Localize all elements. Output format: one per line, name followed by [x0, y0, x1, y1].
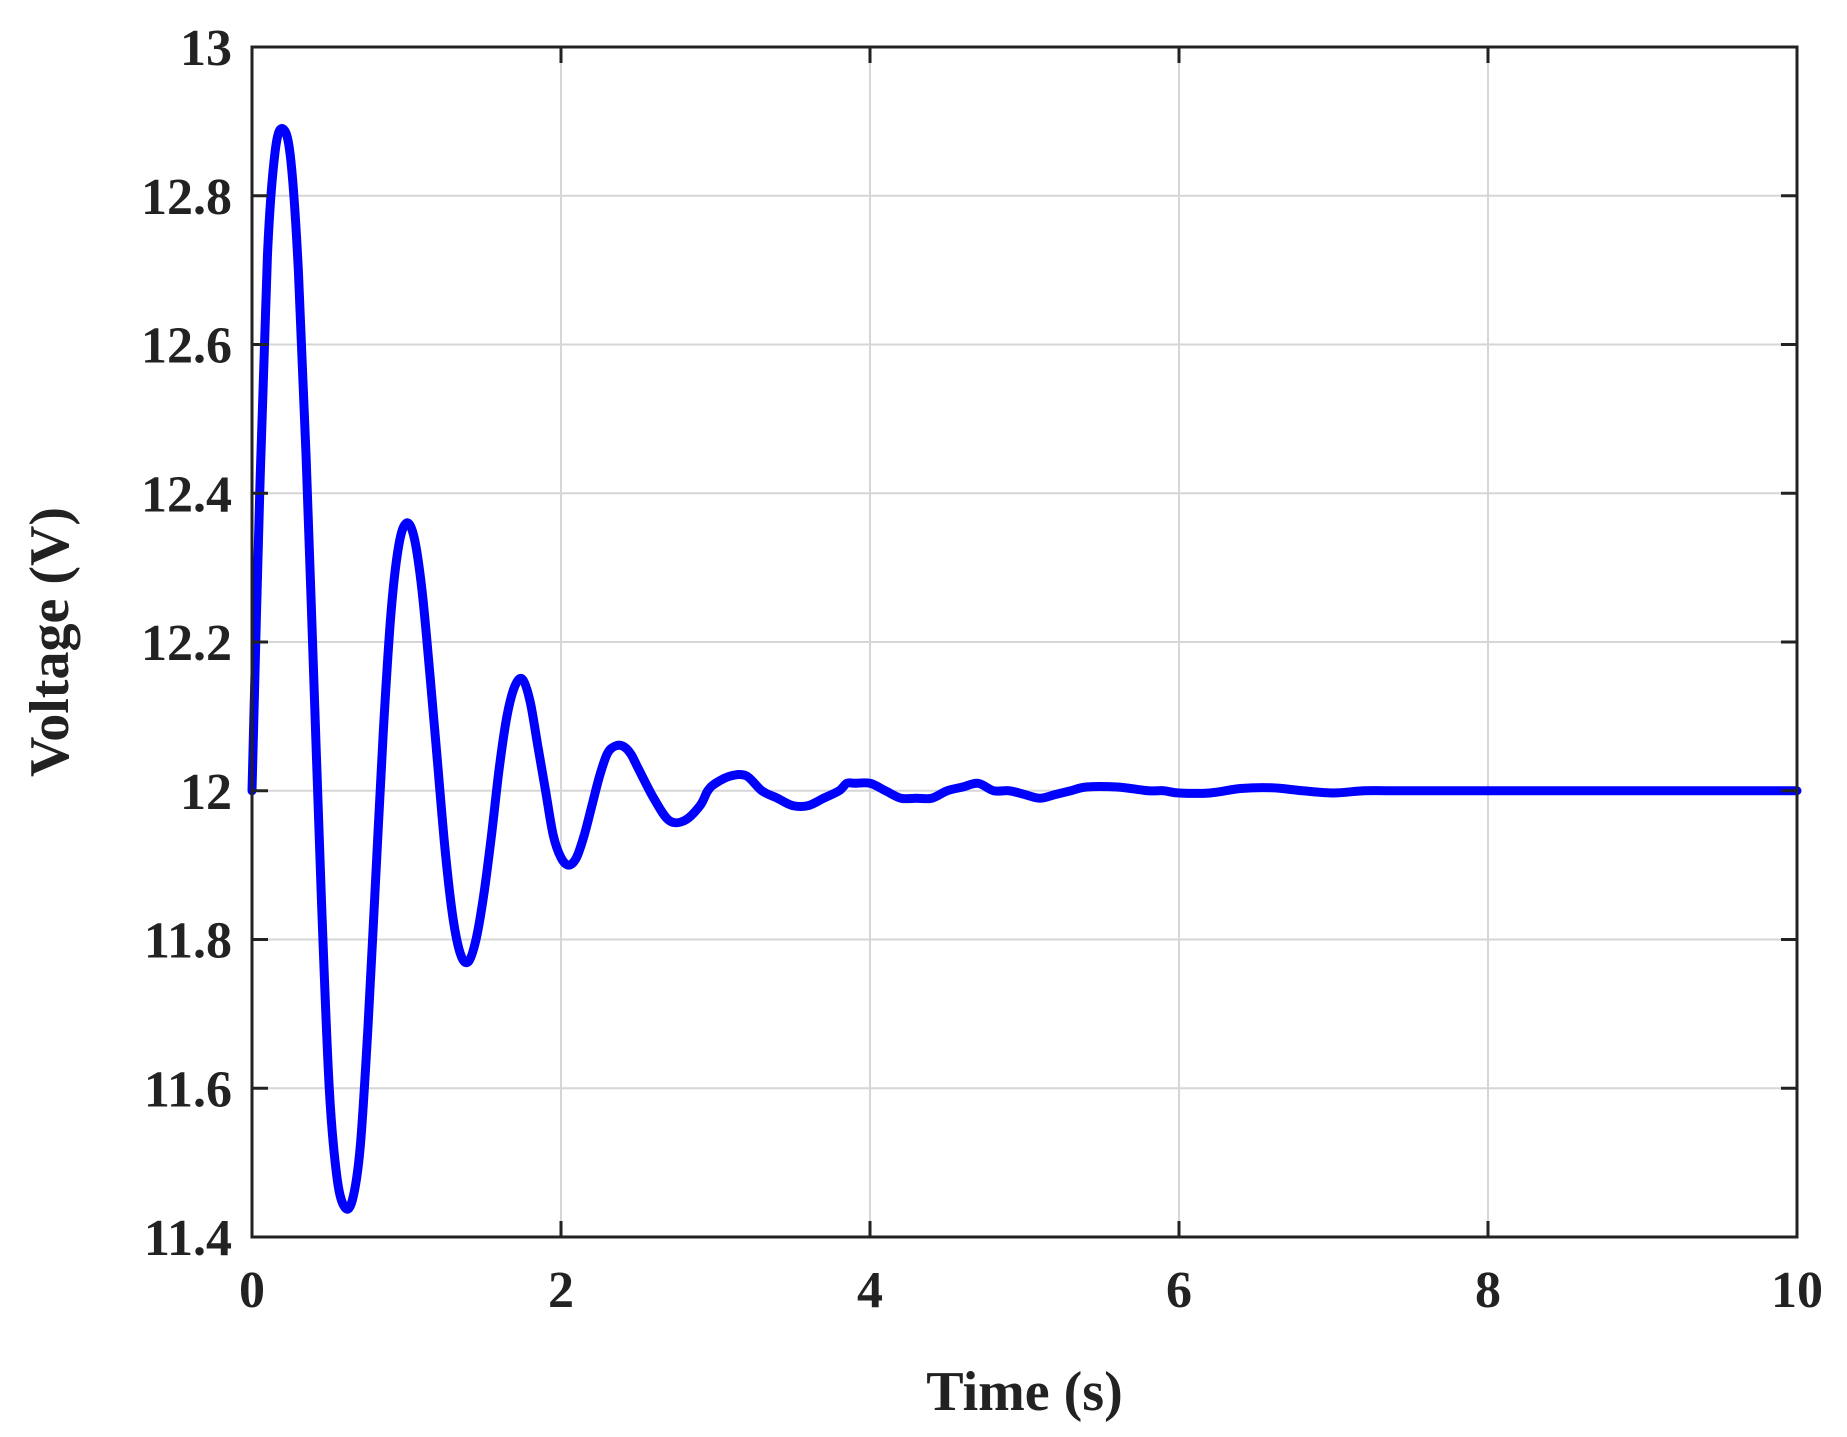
x-tick-labels: 0 2 4 6 8 10 — [239, 1262, 1823, 1319]
y-tick-labels: 11.4 11.6 11.8 12 12.2 12.4 12.6 12.8 13 — [141, 20, 232, 1267]
y-tick-label: 11.4 — [144, 1210, 232, 1267]
x-axis-title: Time (s) — [926, 1361, 1123, 1423]
x-tick-label: 8 — [1475, 1262, 1501, 1319]
y-tick-label: 11.6 — [144, 1061, 232, 1118]
y-tick-label: 12.6 — [141, 318, 232, 375]
y-tick-label: 12.8 — [141, 169, 232, 226]
x-tick-label: 2 — [548, 1262, 574, 1319]
x-tick-label: 10 — [1771, 1262, 1823, 1319]
y-tick-label: 11.8 — [144, 913, 232, 970]
grid-lines — [252, 47, 1797, 1237]
y-tick-label: 12.4 — [141, 466, 232, 523]
y-tick-label: 12 — [180, 764, 232, 821]
x-tick-label: 6 — [1166, 1262, 1192, 1319]
y-tick-label: 12.2 — [141, 615, 232, 672]
series-layer — [247, 124, 1802, 1214]
y-tick-label: 13 — [180, 20, 232, 77]
x-tick-label: 0 — [239, 1262, 265, 1319]
tick-marks — [250, 45, 1799, 1239]
y-axis-title: Voltage (V) — [19, 507, 81, 777]
voltage-series-line — [247, 124, 1802, 1214]
x-tick-label: 4 — [857, 1262, 883, 1319]
